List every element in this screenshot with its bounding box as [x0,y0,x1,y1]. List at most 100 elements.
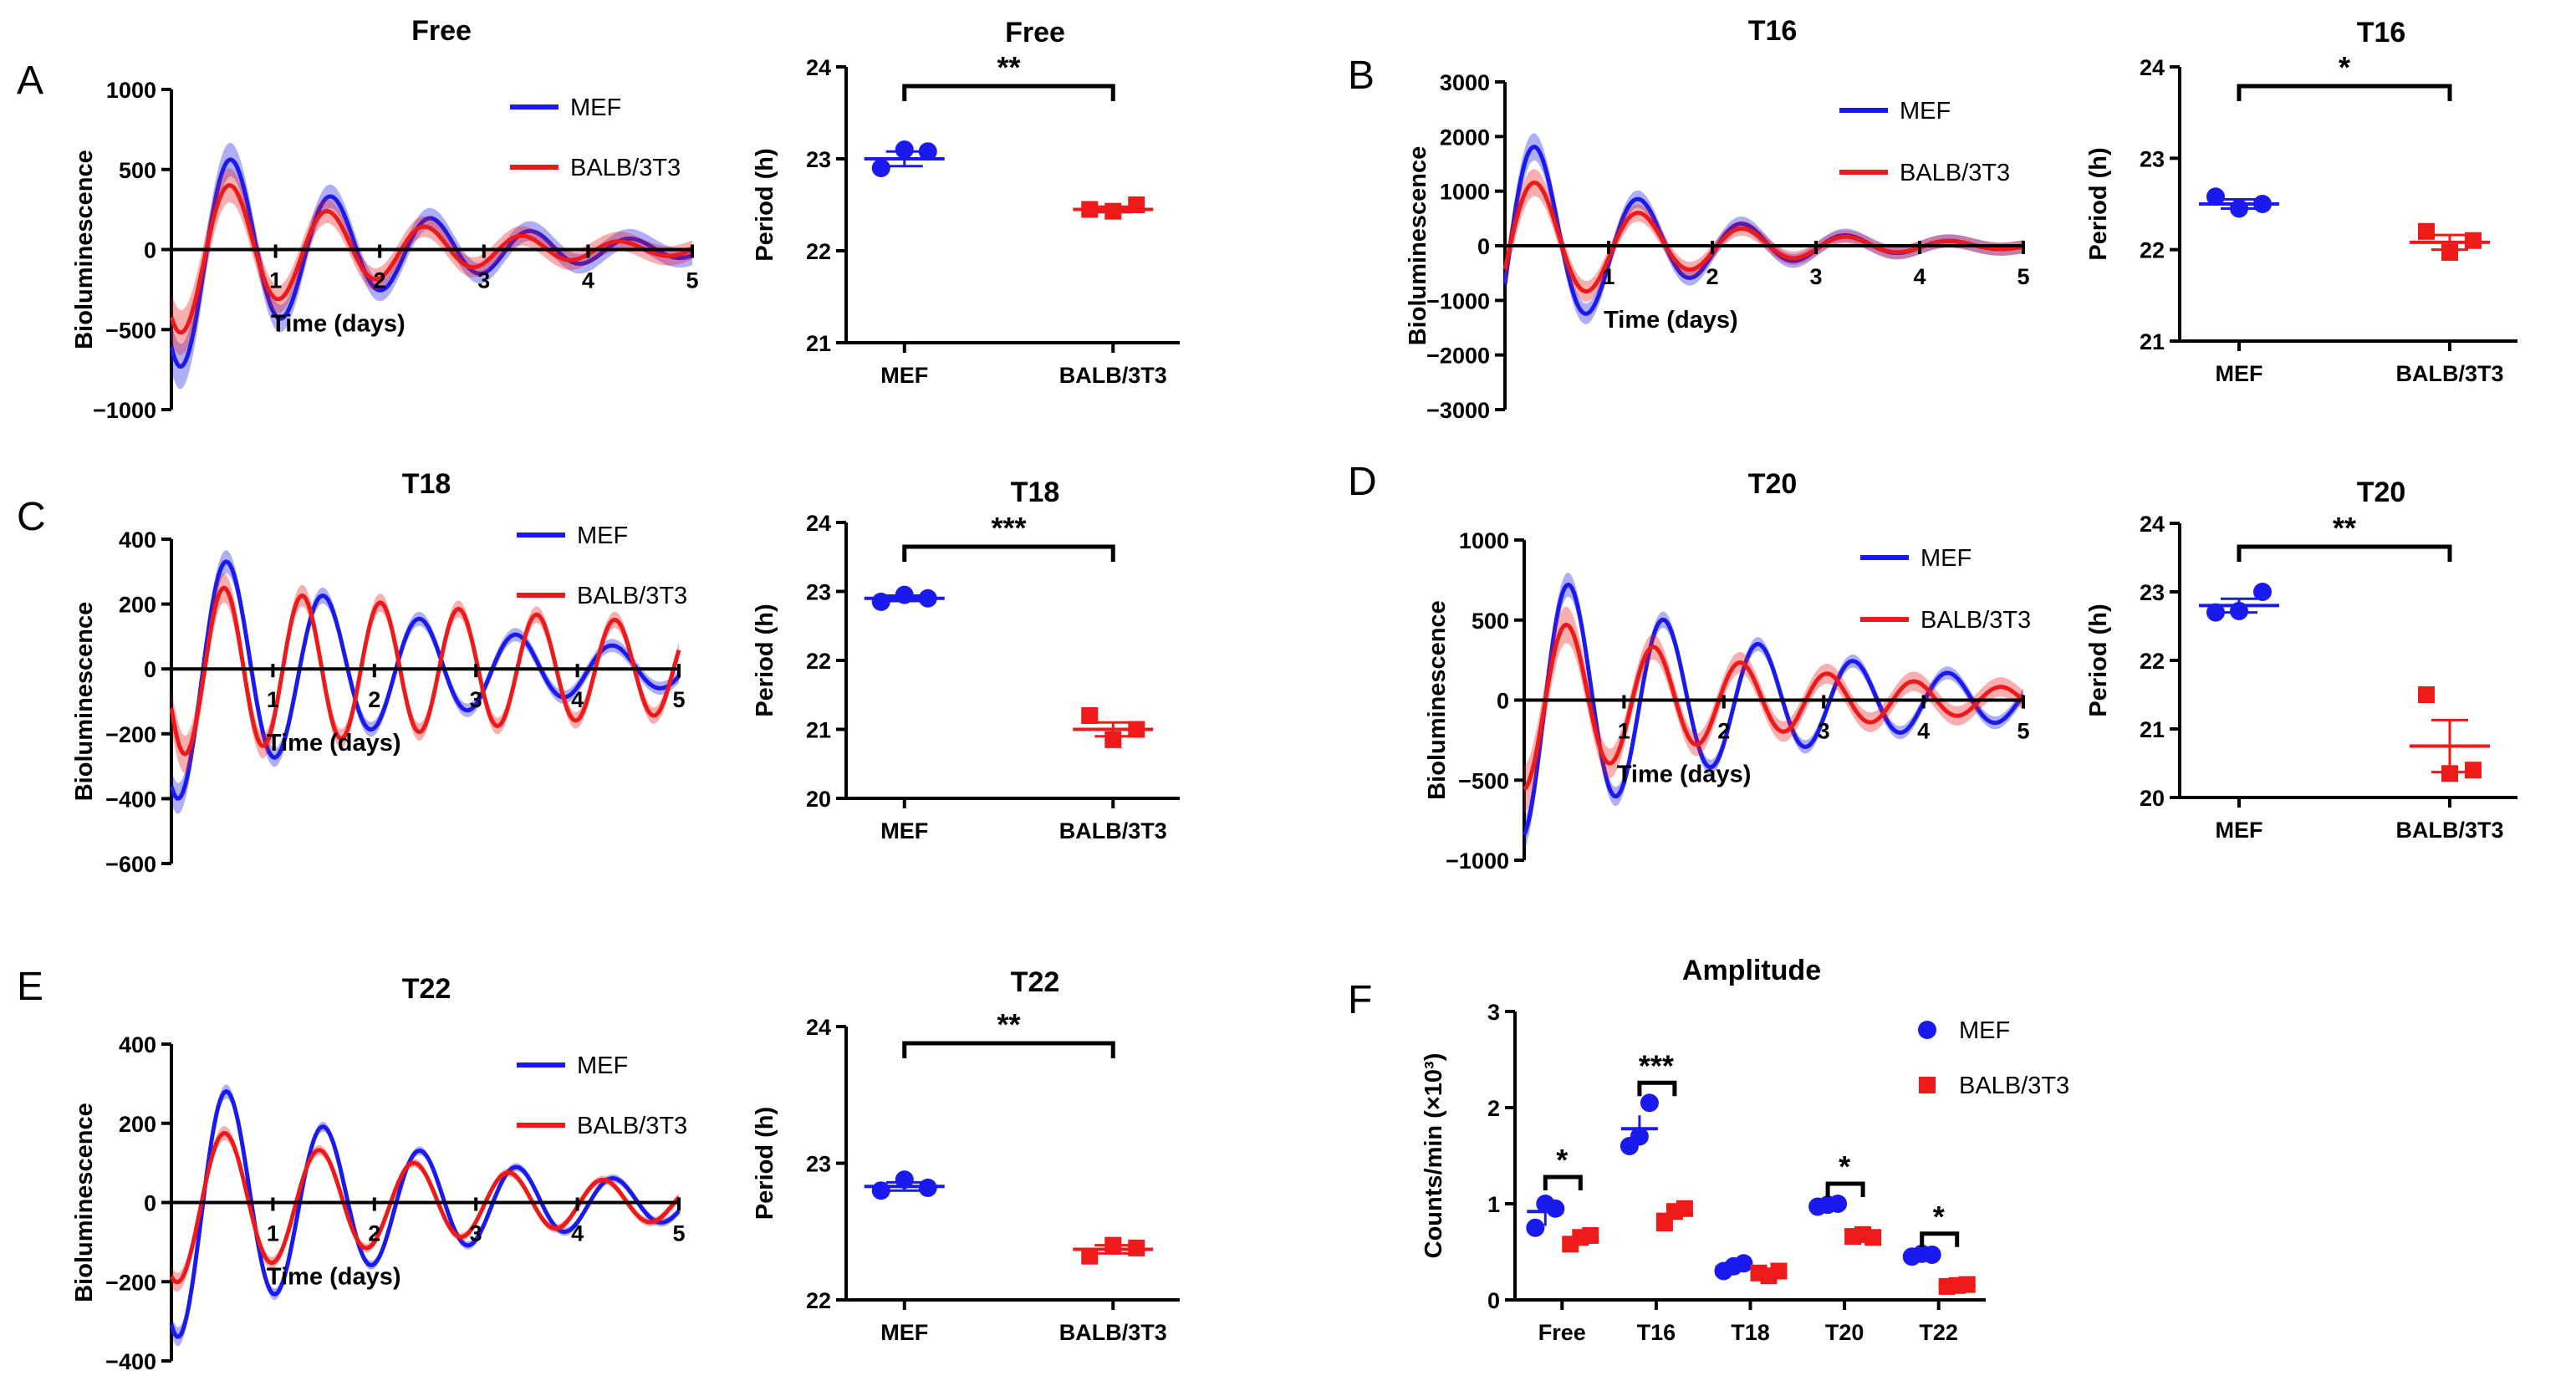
legend-label: MEF [1921,545,1972,572]
y-tick-label: 200 [119,593,156,618]
significance-bracket [1825,1181,1865,1197]
x-tick-label: 5 [2017,719,2029,744]
chart-B-timecourse: −3000 −2000 −1000 0 1000 2000 3000 Bioluminesce… [1348,15,2030,423]
y-axis-label: Bioluminescence [1405,146,1431,346]
y-tick-label: 21 [2140,329,2165,354]
significance-label: * [2339,50,2350,84]
significance-bracket [2237,544,2452,562]
chart-title: T16 [1748,15,1798,47]
panel-label: D [1348,460,1377,504]
x-tick-label: 1 [269,268,282,293]
panel-label: B [1348,54,1375,98]
y-tick-label: 3 [1487,1000,1500,1025]
series-MEF-line [169,559,681,801]
y-axis-label: Counts/min (×10³) [1421,1053,1447,1259]
significance-label: ** [2333,511,2356,545]
significance-label: * [1556,1143,1568,1177]
series-BALB/3T3-line [169,1130,681,1285]
legend-label: MEF [1959,1017,2010,1044]
data-point [2206,187,2225,206]
y-tick-label: 24 [806,1015,831,1040]
series-MEF-error-band [171,550,679,814]
significance-bracket [2237,84,2452,101]
x-tick-label: 2 [374,268,386,293]
y-tick-label: −200 [105,1270,156,1295]
y-tick-label: 0 [144,1191,156,1216]
y-tick-label: 22 [2140,649,2165,674]
y-tick-label: 24 [806,511,831,536]
data-point [1640,1093,1659,1113]
chart-E-timecourse: −400 −200 0 200 400 Bioluminescence T22 1 2 3 4 5 Ti… [17,965,687,1374]
y-tick-label: 23 [806,147,831,172]
panel-label: E [17,965,43,1009]
x-tick-label: 2 [368,1221,380,1246]
y-tick-label: −2000 [1426,344,1490,369]
y-tick-label: 0 [1477,234,1490,259]
y-axis-label: Period (h) [752,148,778,261]
y-tick-label: −1000 [1446,848,1509,874]
y-axis-label: Period (h) [2085,147,2112,260]
x-tick-label: T22 [1919,1320,1958,1345]
y-tick-label: 23 [2140,146,2165,171]
series-BALB/3T3-error-band [1505,169,2023,302]
data-point [2253,583,2272,601]
y-tick-label: 22 [806,1288,831,1313]
y-tick-label: −500 [105,318,156,343]
legend-marker-BALB/3T3 [1919,1077,1936,1093]
y-tick-label: 22 [806,239,831,264]
y-tick-label: 22 [806,649,831,674]
chart-D-period: 20 21 22 23 24 Period (h) T20 MEF BALB/3T3 ** [2085,476,2517,843]
legend-label: BALB/3T3 [577,1113,687,1139]
data-point [2465,232,2482,249]
data-point [1081,1247,1099,1265]
x-tick-label: 1 [267,687,279,712]
y-tick-label: 400 [119,527,156,553]
y-axis-label: Bioluminescence [71,1103,98,1302]
y-tick-label: 500 [1472,609,1509,634]
data-point [2206,603,2225,622]
legend-label: MEF [577,1052,628,1079]
y-tick-label: 1 [1487,1192,1500,1217]
y-tick-label: 24 [2140,55,2165,80]
data-point [2441,765,2458,782]
y-tick-label: 24 [2140,512,2165,537]
x-tick-label: BALB/3T3 [1059,1320,1167,1345]
y-tick-label: 0 [1487,1288,1500,1313]
x-tick-label: BALB/3T3 [2395,818,2503,843]
legend-label: BALB/3T3 [570,155,681,181]
y-tick-label: 23 [2140,580,2165,605]
series-MEF-error-band [1524,573,2023,851]
x-tick-label: 4 [571,1221,584,1246]
y-tick-label: 21 [2140,717,2165,742]
data-point [871,159,890,177]
chart-D-timecourse: −1000 −500 0 500 1000 Bioluminescence T20 1 2 3 4 5… [1348,460,2031,874]
x-tick-label: BALB/3T3 [1059,818,1167,843]
y-tick-label: 500 [119,158,156,183]
y-tick-label: 200 [119,1112,156,1137]
significance-bracket [902,1041,1115,1058]
y-axis-label: Bioluminescence [71,602,98,802]
x-tick-label: 2 [1717,719,1730,744]
y-tick-label: −400 [105,1349,156,1374]
x-tick-label: BALB/3T3 [1059,363,1167,388]
legend-label: BALB/3T3 [1900,160,2010,186]
x-tick-label: 5 [672,687,685,712]
y-tick-label: −200 [105,722,156,747]
chart-title: T16 [2357,17,2406,48]
y-axis-label: Period (h) [752,604,778,716]
x-tick-label: 4 [1913,264,1926,289]
x-tick-label: 3 [470,687,482,712]
significance-label: ** [997,50,1020,84]
y-tick-label: 23 [806,580,831,605]
y-tick-label: 22 [2140,238,2165,263]
y-tick-label: 21 [806,718,831,743]
data-point [1546,1199,1565,1218]
x-tick-label: 4 [571,687,584,712]
x-tick-label: 1 [1602,264,1614,289]
y-tick-label: 20 [2140,786,2165,811]
y-tick-label: 1000 [106,78,156,103]
y-tick-label: 2 [1487,1096,1500,1121]
x-tick-label: MEF [2216,818,2263,843]
